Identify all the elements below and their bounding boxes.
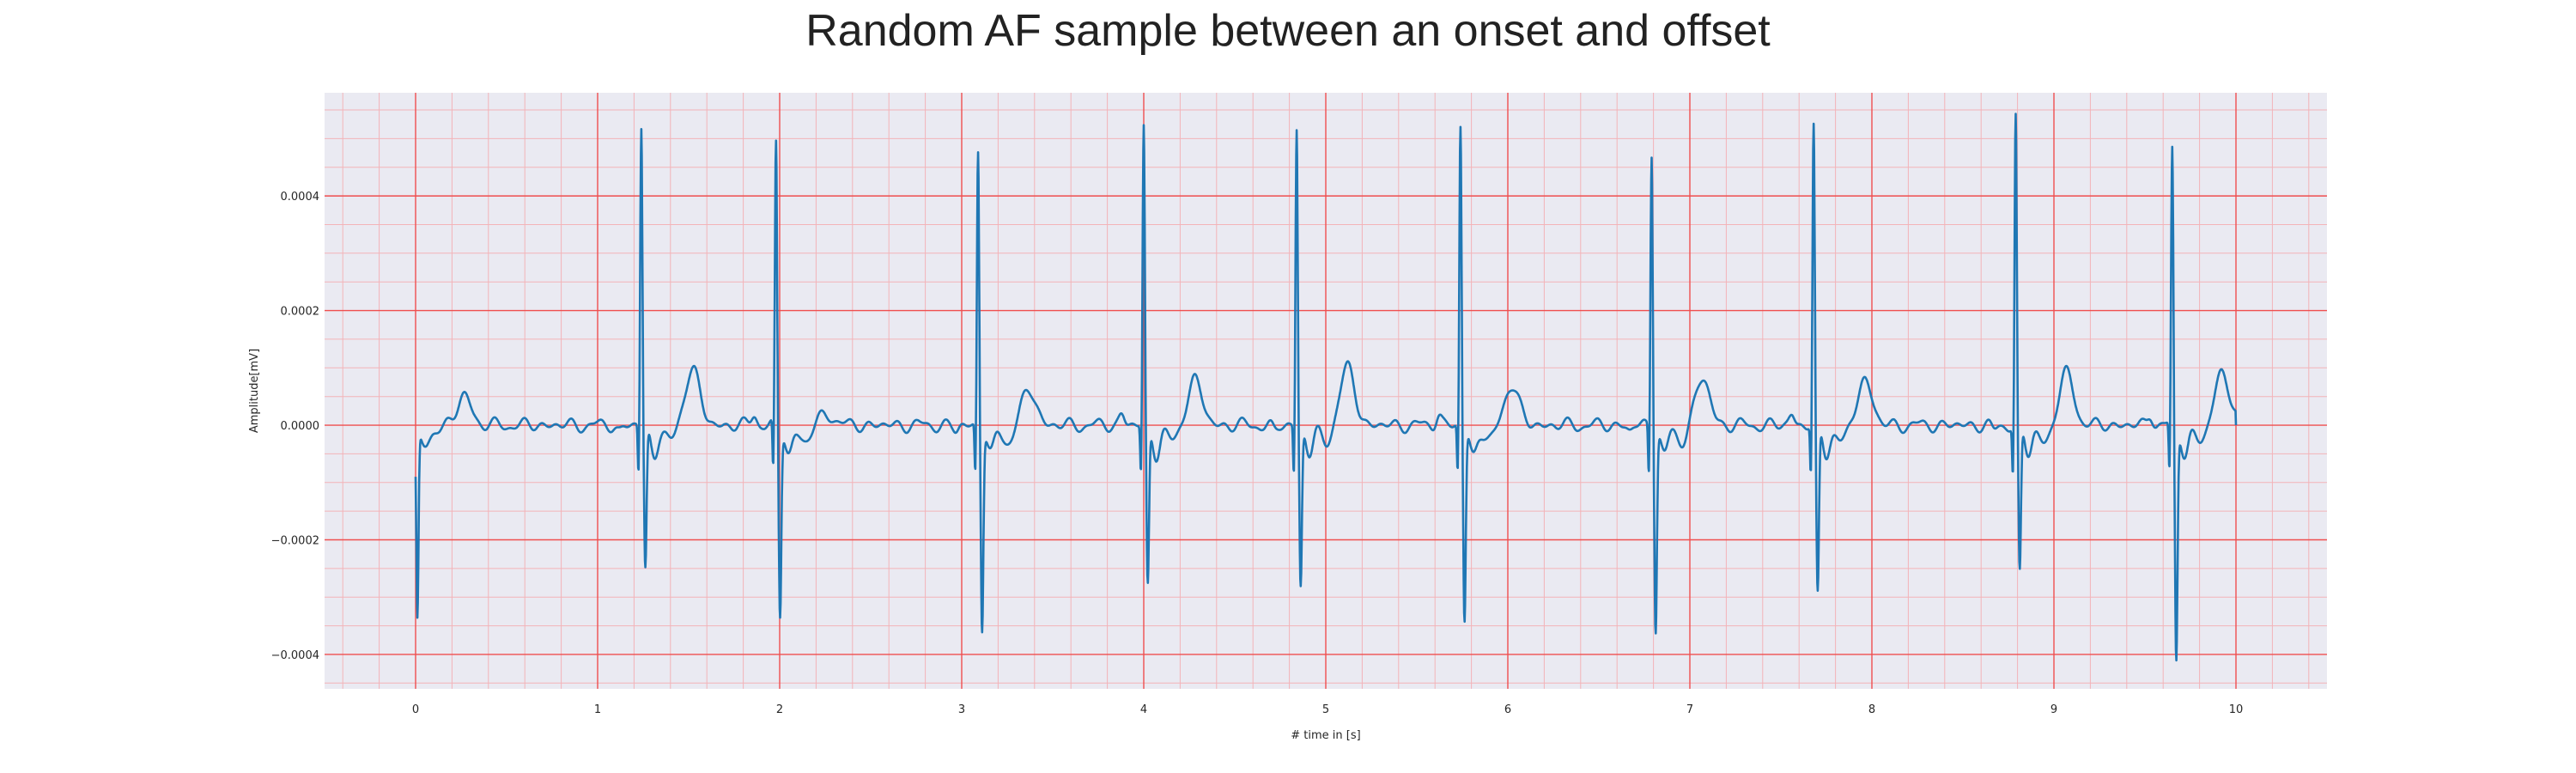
x-tick-label: 2 [776, 703, 783, 716]
x-tick-label: 1 [594, 703, 601, 716]
major-grid [325, 93, 2327, 689]
x-tick-label: 0 [412, 703, 419, 716]
x-tick-label: 9 [2050, 703, 2057, 716]
y-tick-label: −0.0002 [271, 535, 319, 548]
x-tick-label: 7 [1686, 703, 1693, 716]
y-tick-label: 0.0000 [281, 420, 320, 433]
y-axis-label: Amplitude[mV] [248, 349, 261, 433]
chart-title: Random AF sample between an onset and of… [805, 6, 1771, 56]
y-tick-label: 0.0002 [281, 306, 320, 319]
x-tick-label: 6 [1504, 703, 1511, 716]
ecg-signal-line [414, 113, 2238, 662]
x-tick-label: 10 [2229, 703, 2244, 716]
x-tick-label: 8 [1868, 703, 1875, 716]
x-tick-label: 5 [1322, 703, 1329, 716]
x-tick-label: 4 [1140, 703, 1147, 716]
x-tick-labels: 0 1 2 3 4 5 6 7 8 9 10 [412, 703, 2243, 716]
y-tick-label: 0.0004 [281, 191, 320, 204]
y-tick-labels: −0.0004 −0.0002 0.0000 0.0002 0.0004 [271, 191, 319, 662]
x-tick-label: 3 [958, 703, 965, 716]
y-tick-label: −0.0004 [271, 649, 319, 662]
x-axis-label: # time in [s] [1291, 729, 1360, 742]
